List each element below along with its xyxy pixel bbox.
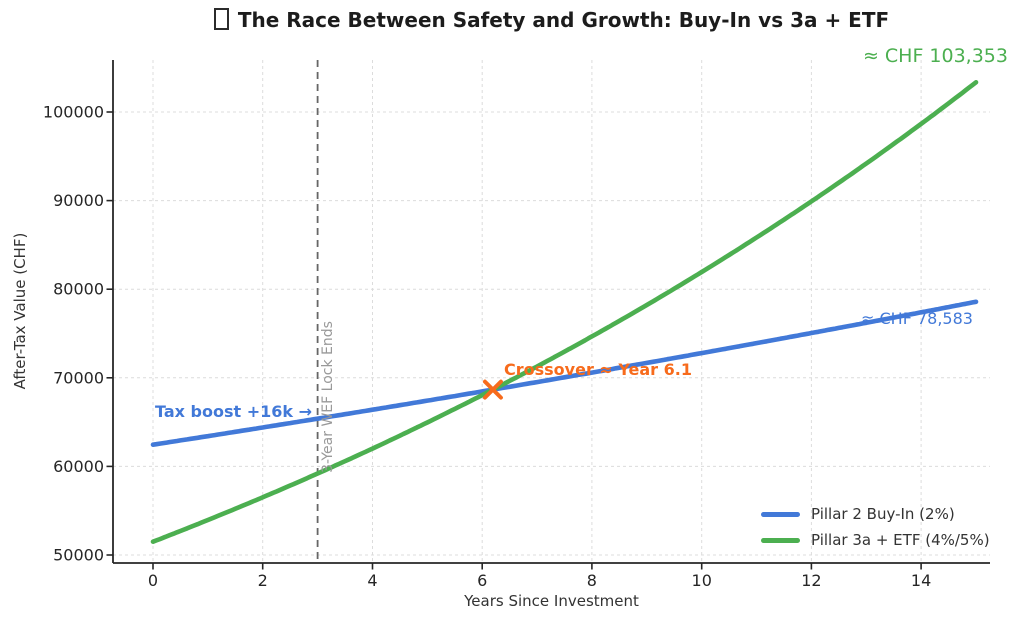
tax-boost-annotation: Tax boost +16k →	[155, 402, 313, 421]
x-tick-label: 2	[258, 571, 268, 590]
blue-end-value-annotation: ≈ CHF 78,583	[861, 309, 973, 328]
legend-label: Pillar 3a + ETF (4%/5%)	[811, 531, 990, 549]
legend-line-swatch-green	[761, 537, 800, 543]
y-tick-label: 60000	[53, 457, 104, 476]
x-tick-label: 14	[911, 571, 931, 590]
y-tick-label: 90000	[53, 191, 104, 210]
series-lines	[150, 80, 979, 544]
y-axis-label: After-Tax Value (CHF)	[11, 232, 29, 390]
x-tick-label: 4	[367, 571, 377, 590]
y-tick-label: 70000	[53, 368, 104, 387]
legend: Pillar 2 Buy-In (2%) Pillar 3a + ETF (4%…	[761, 501, 990, 553]
legend-item: Pillar 3a + ETF (4%/5%)	[761, 527, 990, 553]
series-line-0	[150, 299, 979, 447]
legend-line-swatch-blue	[761, 511, 800, 517]
y-tick-label: 100000	[43, 103, 104, 122]
x-axis-label: Years Since Investment	[464, 592, 639, 610]
legend-label: Pillar 2 Buy-In (2%)	[811, 505, 955, 523]
green-end-value-annotation: ≈ CHF 103,353	[862, 45, 1008, 67]
y-tick-label: 80000	[53, 280, 104, 299]
grid-lines	[113, 60, 990, 563]
axes: 0 2 4 6 8 10 12 14 50000 60000 70000 80000 90000 1000…	[43, 60, 990, 590]
missing-glyph-icon	[213, 8, 229, 30]
crossover-annotation: Crossover ≈ Year 6.1	[504, 360, 692, 379]
x-tick-label: 12	[801, 571, 821, 590]
x-tick-label: 0	[148, 571, 158, 590]
x-tick-label: 10	[692, 571, 712, 590]
x-tick-label: 8	[587, 571, 597, 590]
x-tick-label: 6	[477, 571, 487, 590]
chart-title: The Race Between Safety and Growth: Buy-…	[113, 8, 990, 32]
y-tick-label: 50000	[53, 546, 104, 565]
series-line-1	[150, 80, 979, 544]
wef-lock-label: 3-Year WEF Lock Ends	[320, 321, 336, 473]
crossover-x-marker	[482, 379, 503, 400]
chart-title-text: The Race Between Safety and Growth: Buy-…	[237, 8, 890, 32]
legend-item: Pillar 2 Buy-In (2%)	[761, 501, 990, 527]
